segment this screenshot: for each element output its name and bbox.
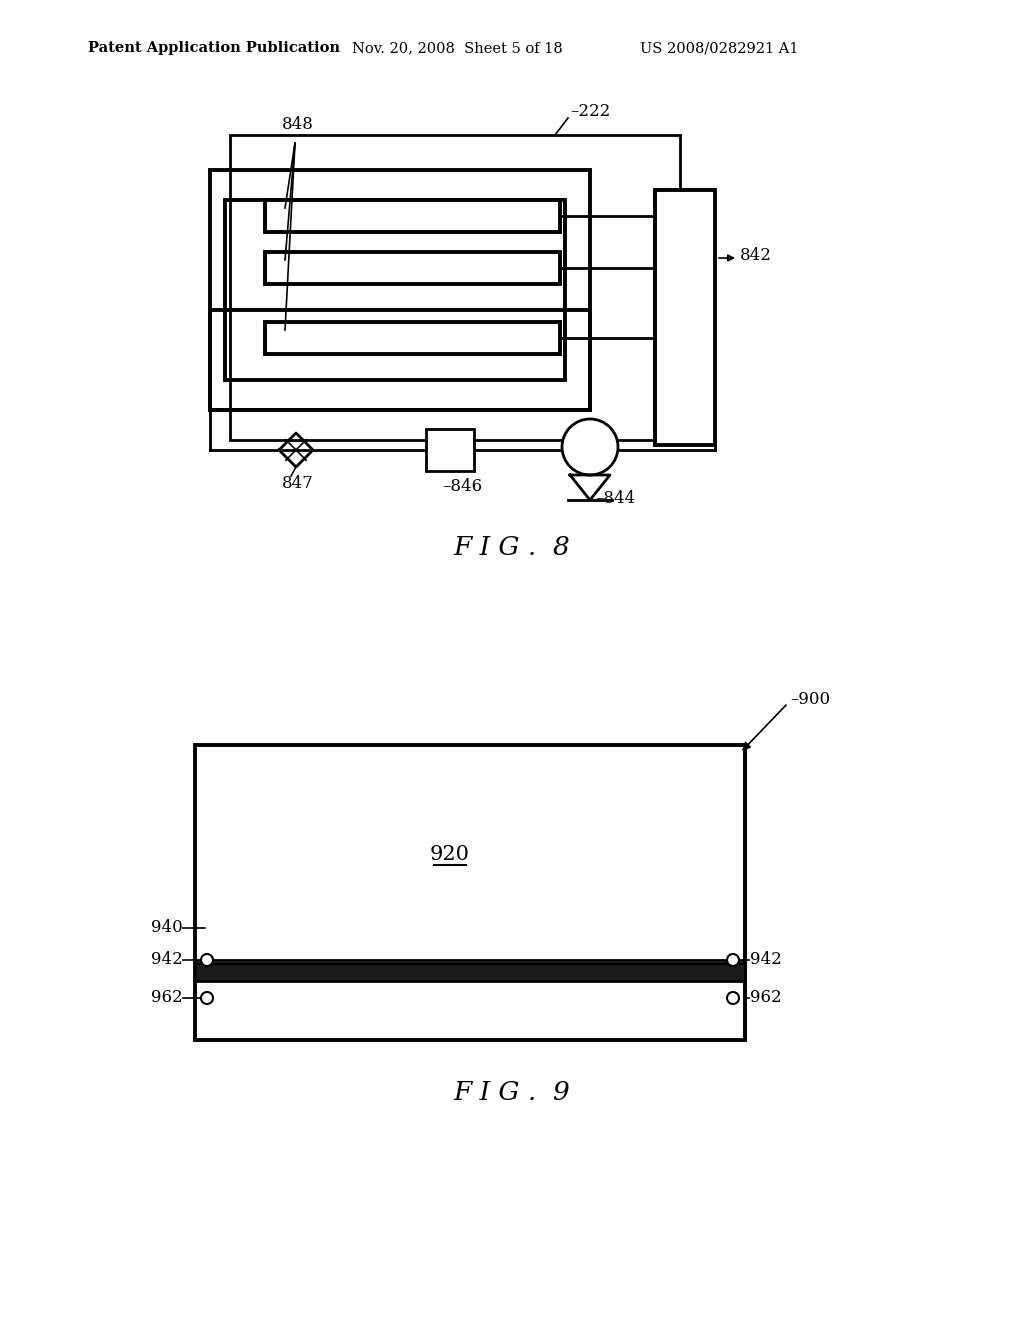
Text: F I G .  9: F I G . 9 [454,1080,570,1105]
Text: Patent Application Publication: Patent Application Publication [88,41,340,55]
Circle shape [201,993,213,1005]
Text: 847: 847 [282,475,314,492]
Polygon shape [570,475,610,500]
Text: –222: –222 [570,103,610,120]
Bar [195,744,745,1040]
Bar [210,310,590,411]
Bar [225,201,565,380]
Text: 940: 940 [152,920,183,936]
Bar [230,135,680,440]
Text: –846: –846 [442,478,482,495]
Bar [655,190,715,445]
Text: 942: 942 [152,952,183,969]
Text: 920: 920 [430,846,470,865]
Text: 848: 848 [282,116,314,133]
Bar [195,964,745,981]
Text: 942: 942 [750,952,781,969]
Text: US 2008/0282921 A1: US 2008/0282921 A1 [640,41,799,55]
Circle shape [562,418,618,475]
Text: 962: 962 [750,990,781,1006]
Circle shape [201,954,213,966]
Bar [265,252,560,284]
Text: 842: 842 [740,247,772,264]
Text: –900: –900 [790,692,830,709]
Circle shape [727,954,739,966]
Bar [265,201,560,232]
Bar [210,170,590,411]
Circle shape [727,993,739,1005]
Text: Nov. 20, 2008  Sheet 5 of 18: Nov. 20, 2008 Sheet 5 of 18 [352,41,563,55]
Text: 962: 962 [152,990,183,1006]
Bar [265,322,560,354]
Bar [426,429,474,471]
Text: –844: –844 [595,490,635,507]
Text: F I G .  8: F I G . 8 [454,535,570,560]
